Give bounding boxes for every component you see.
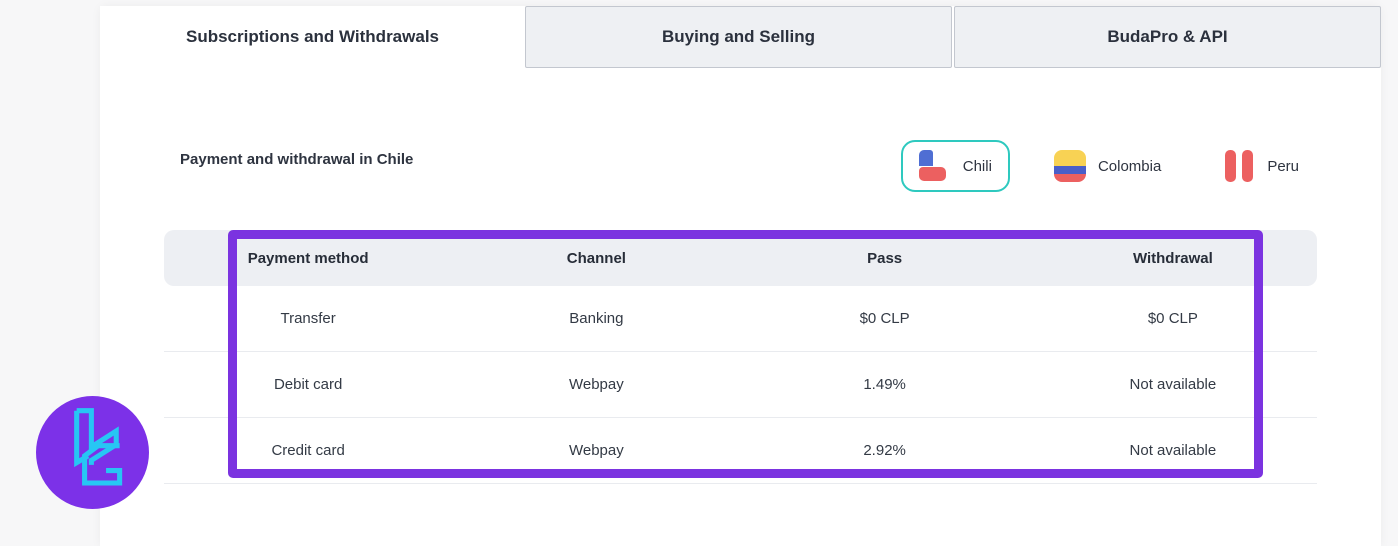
tab-buying-selling[interactable]: Buying and Selling bbox=[525, 6, 952, 68]
cell-pass: 1.49% bbox=[863, 376, 906, 393]
column-header-channel: Channel bbox=[566, 249, 626, 267]
column-header-withdrawal: Withdrawal bbox=[1132, 249, 1213, 267]
country-label: Colombia bbox=[1097, 157, 1162, 175]
column-header-payment-method: Payment method bbox=[247, 249, 369, 267]
table-row: Debit card Webpay 1.49% Not available bbox=[164, 352, 1317, 418]
cell-payment-method: Transfer bbox=[280, 310, 336, 327]
cell-payment-method: Debit card bbox=[273, 376, 343, 393]
tab-label: Buying and Selling bbox=[661, 27, 815, 46]
country-label: Peru bbox=[1267, 157, 1299, 175]
fees-table: Payment method Channel Pass Withdrawal T… bbox=[164, 230, 1317, 484]
cell-channel: Banking bbox=[569, 310, 624, 327]
country-button-colombia[interactable]: Colombia bbox=[1036, 140, 1179, 192]
cell-pass: $0 CLP bbox=[859, 310, 910, 327]
page-title: Payment and withdrawal in Chile bbox=[180, 151, 414, 168]
cell-withdrawal: Not available bbox=[1129, 442, 1217, 459]
table-header-row: Payment method Channel Pass Withdrawal bbox=[164, 230, 1317, 286]
cell-channel: Webpay bbox=[568, 376, 624, 393]
tab-budapro-api[interactable]: BudaPro & API bbox=[954, 6, 1381, 68]
table-row: Credit card Webpay 2.92% Not available bbox=[164, 418, 1317, 484]
cell-channel: Webpay bbox=[568, 442, 624, 459]
peru-flag-icon bbox=[1223, 150, 1255, 182]
country-selector: Chili Colombia Peru bbox=[900, 134, 1317, 198]
cell-withdrawal: $0 CLP bbox=[1147, 310, 1198, 327]
tab-label: Subscriptions and Withdrawals bbox=[186, 27, 439, 46]
country-button-peru[interactable]: Peru bbox=[1205, 140, 1317, 192]
colombia-flag-icon bbox=[1053, 150, 1086, 182]
tab-subscriptions-withdrawals[interactable]: Subscriptions and Withdrawals bbox=[100, 6, 525, 68]
content-card: Subscriptions and Withdrawals Buying and… bbox=[100, 6, 1381, 546]
column-header-pass: Pass bbox=[867, 249, 903, 267]
cell-withdrawal: Not available bbox=[1129, 376, 1217, 393]
cell-pass: 2.92% bbox=[863, 442, 906, 459]
country-button-chile[interactable]: Chili bbox=[900, 140, 1010, 192]
cell-payment-method: Credit card bbox=[271, 442, 345, 459]
watermark-logo-icon bbox=[36, 396, 149, 509]
country-label: Chili bbox=[962, 157, 992, 175]
tab-label: BudaPro & API bbox=[1107, 27, 1228, 46]
tab-bar: Subscriptions and Withdrawals Buying and… bbox=[100, 6, 1381, 68]
table-row: Transfer Banking $0 CLP $0 CLP bbox=[164, 286, 1317, 352]
chile-flag-icon bbox=[918, 150, 951, 182]
